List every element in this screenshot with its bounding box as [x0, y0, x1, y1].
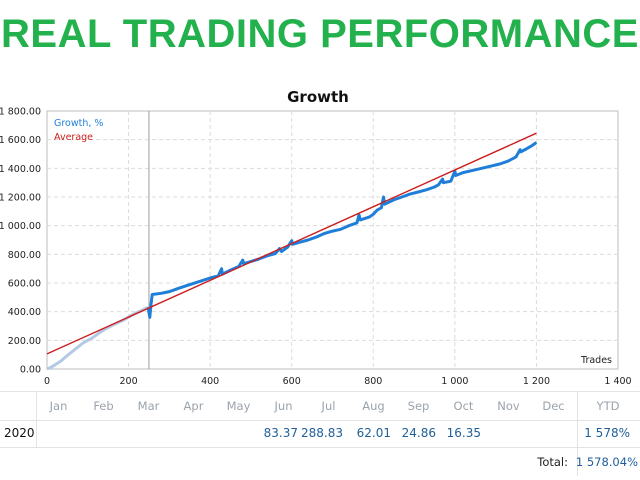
legend-growth[interactable]: Growth, % — [54, 118, 103, 129]
table-divider-mid — [0, 420, 640, 421]
y-axis: 0.00 200.00 400.00 600.00 800.00 1 000.00 1 20… — [0, 107, 41, 376]
ytd-value: 1 578% — [584, 426, 630, 440]
y-tick-label: 200.00 — [8, 336, 41, 347]
value-jun: 83.37 — [263, 426, 298, 440]
y-tick-label: 1 600.00 — [0, 135, 41, 146]
value-aug: 62.01 — [356, 426, 391, 440]
value-jul: 288.83 — [301, 426, 343, 440]
month-feb: Feb — [93, 399, 114, 413]
x-tick-label: 1 400 — [604, 376, 631, 387]
y-tick-label: 1 200.00 — [0, 193, 41, 204]
x-axis-label: Trades — [580, 355, 612, 366]
month-header-row: Jan Feb Mar Apr May Jun Jul Aug Sep Oct … — [0, 392, 640, 420]
total-value: 1 578.04% — [575, 455, 638, 469]
table-divider-bottom — [0, 447, 640, 448]
plot-area — [46, 110, 619, 370]
y-tick-label: 800.00 — [8, 250, 41, 261]
month-sep: Sep — [407, 399, 430, 413]
ytd-column-divider — [577, 392, 578, 476]
y-tick-label: 1 800.00 — [0, 107, 41, 118]
y-tick-label: 1 400.00 — [0, 164, 41, 175]
growth-line — [146, 141, 538, 319]
month-jun: Jun — [274, 399, 293, 413]
value-oct: 16.35 — [446, 426, 481, 440]
month-apr: Apr — [183, 399, 204, 413]
month-may: May — [226, 399, 251, 413]
x-tick-label: 400 — [201, 376, 219, 387]
growth-chart: Growth 0.00 200.00 400.00 600.00 800.00 1 000… — [0, 88, 632, 387]
year-label: 2020 — [4, 426, 35, 440]
x-axis: 0 200 400 600 800 1 000 1 200 1 400 — [44, 376, 632, 387]
x-tick-label: 600 — [283, 376, 301, 387]
page-headline: REAL TRADING PERFORMANCE — [1, 12, 639, 56]
total-label: Total: — [537, 455, 568, 469]
chart-legend: Growth, % Average — [54, 118, 103, 143]
month-aug: Aug — [362, 399, 385, 413]
month-jul: Jul — [321, 399, 336, 413]
y-tick-label: 600.00 — [8, 279, 41, 290]
month-jan: Jan — [49, 399, 68, 413]
year-column-divider — [36, 392, 37, 447]
ytd-header: YTD — [596, 399, 620, 413]
y-tick-label: 400.00 — [8, 307, 41, 318]
x-tick-label: 200 — [120, 376, 138, 387]
x-tick-label: 1 200 — [523, 376, 550, 387]
x-tick-label: 800 — [364, 376, 382, 387]
year-row-2020: 2020 83.37 288.83 62.01 24.86 16.35 1 57… — [0, 420, 640, 446]
month-nov: Nov — [497, 399, 520, 413]
x-tick-label: 1 000 — [441, 376, 468, 387]
month-mar: Mar — [137, 399, 160, 413]
month-oct: Oct — [453, 399, 474, 413]
month-dec: Dec — [542, 399, 565, 413]
x-tick-label: 0 — [44, 376, 50, 387]
legend-average[interactable]: Average — [54, 132, 93, 143]
series-layer — [46, 132, 538, 371]
average-line — [46, 132, 537, 355]
y-tick-label: 1 000.00 — [0, 221, 41, 232]
table-divider-top — [0, 391, 640, 392]
chart-title: Growth — [287, 88, 349, 106]
value-sep: 24.86 — [401, 426, 436, 440]
y-tick-label: 0.00 — [20, 365, 41, 376]
